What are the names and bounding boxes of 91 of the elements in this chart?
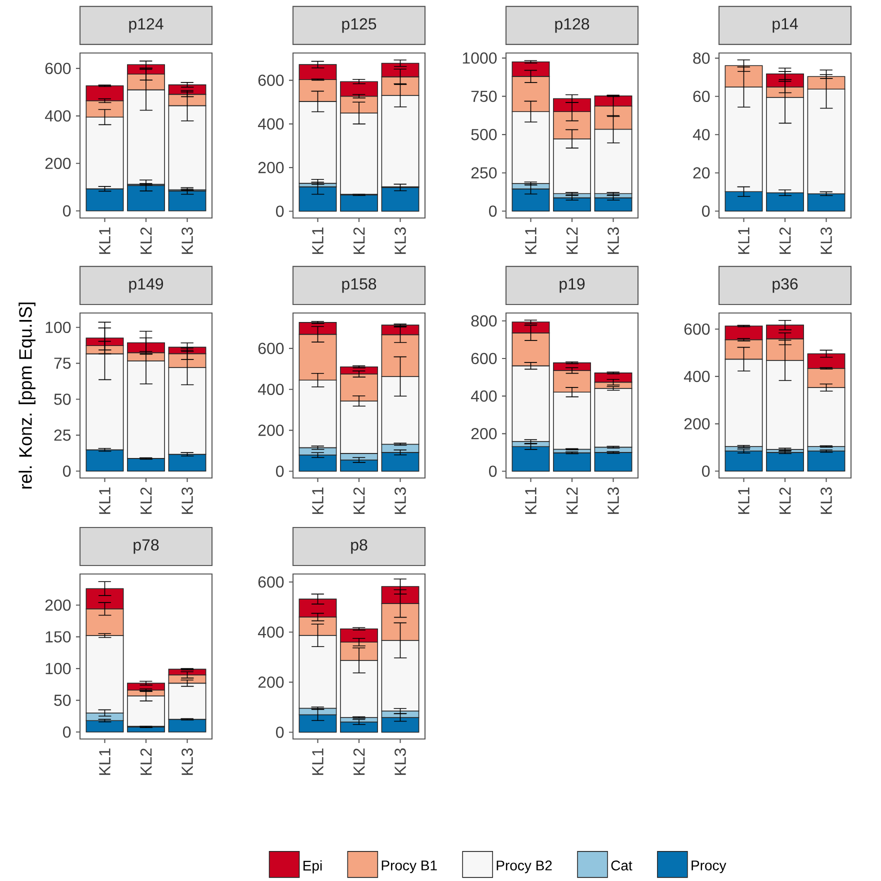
y-tick-label: 20 [693,167,710,179]
legend-label: Cat [611,860,632,870]
x-tick-label: KL2 [779,488,791,514]
chart-title: p149 [129,278,164,293]
y-tick-label: 200 [45,599,71,611]
x-tick-label: KL3 [394,748,406,775]
y-tick-label: 40 [692,128,710,140]
y-tick-label: 400 [258,118,284,130]
x-tick-label: KL3 [820,487,832,514]
chart-title: p128 [555,18,590,33]
x-tick-label: KL1 [99,488,110,514]
chart-title: p14 [772,18,798,33]
x-tick-label: KL2 [140,488,152,514]
x-tick-label: KL3 [182,227,193,254]
y-tick-label: 600 [45,62,71,74]
x-tick-label: KL3 [394,487,406,514]
x-tick-label: KL2 [779,228,791,254]
y-tick-label: 250 [471,167,497,178]
x-tick-label: KL2 [140,228,152,254]
x-tick-label: KL1 [312,228,324,254]
y-tick-label: 80 [693,52,710,64]
y-tick-label: 400 [258,384,284,396]
y-tick-label: 0 [276,206,284,217]
x-tick-label: KL3 [820,227,832,254]
x-tick-label: KL1 [99,748,110,775]
y-tick-label: 0 [63,726,71,738]
x-tick-label: KL2 [353,228,365,254]
chart-title: p36 [772,278,798,293]
x-tick-label: KL2 [353,488,365,514]
y-tick-label: 600 [471,352,497,364]
y-tick-label: 400 [684,370,710,382]
legend-label: Epi [304,860,322,874]
y-tick-label: 0 [276,466,284,477]
x-tick-label: KL2 [566,488,578,514]
y-tick-label: 600 [258,342,284,354]
y-tick-label: 0 [63,465,71,477]
x-tick-label: KL1 [312,488,324,514]
y-tick-label: 0 [489,205,497,217]
chart-title: p125 [342,18,376,33]
y-tick-label: 600 [684,323,710,335]
y-tick-label: 0 [63,205,71,217]
y-tick-label: 75 [54,358,71,369]
chart-title: p19 [560,278,585,293]
y-tick-label: 200 [684,418,710,430]
y-tick-label: 200 [258,424,284,436]
y-tick-label: 50 [54,694,71,706]
y-tick-label: 1000 [462,52,497,64]
y-axis-title: rel. Konz. [ppm Equ.IS] [18,302,36,489]
x-tick-label: KL1 [312,748,324,775]
x-tick-label: KL3 [608,487,619,514]
chart-title: p8 [351,539,368,554]
y-tick-label: 600 [258,576,284,588]
y-tick-label: 150 [46,631,71,642]
y-tick-label: 100 [46,322,71,334]
y-tick-label: 500 [471,128,497,140]
x-tick-label: KL1 [525,228,536,254]
x-tick-label: KL3 [182,748,193,775]
y-tick-label: 0 [276,726,284,738]
y-tick-label: 0 [702,205,710,217]
y-tick-label: 400 [470,390,497,402]
legend-label: Procy B1 [382,860,437,874]
y-tick-label: 25 [54,430,71,441]
y-tick-label: 800 [471,315,497,327]
x-tick-label: KL3 [182,487,193,514]
x-tick-label: KL3 [608,227,619,254]
x-tick-label: KL1 [99,228,110,254]
y-tick-label: 50 [54,394,71,405]
chart-title: p124 [129,18,164,33]
y-tick-label: 750 [471,90,497,102]
y-tick-label: 60 [693,90,710,102]
y-tick-label: 200 [471,428,497,440]
x-tick-label: KL2 [353,748,365,775]
chart-title: p158 [342,278,376,293]
y-tick-label: 200 [45,158,71,170]
y-tick-label: 400 [258,626,284,638]
x-tick-label: KL1 [738,488,750,514]
x-tick-label: KL3 [394,227,406,254]
y-tick-label: 200 [258,162,284,174]
x-tick-label: KL1 [525,488,536,514]
y-tick-label: 0 [489,466,497,477]
legend-label: Procy B2 [496,860,552,874]
x-tick-label: KL2 [140,748,152,775]
y-tick-label: 0 [702,465,710,477]
chart-title: p78 [134,539,159,554]
legend-label: Procy [692,860,726,874]
x-tick-label: KL2 [566,228,578,254]
y-tick-label: 600 [258,74,284,86]
y-tick-label: 100 [46,662,71,674]
x-tick-label: KL1 [738,227,750,254]
y-tick-label: 200 [258,676,284,688]
y-tick-label: 400 [44,110,71,122]
